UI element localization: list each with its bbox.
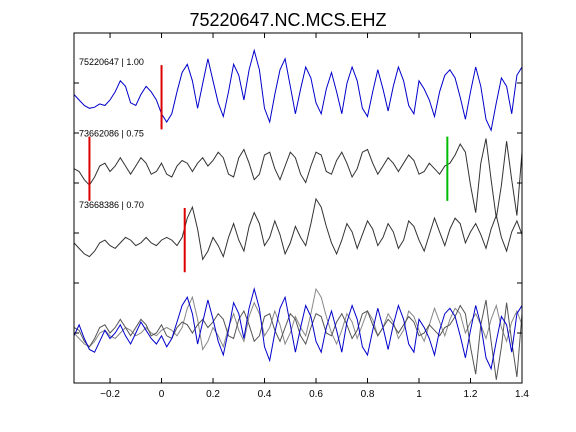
- traces-layer: [74, 48, 522, 380]
- chart-title: 75220647.NC.MCS.EHZ: [189, 10, 386, 30]
- trace-label-2: 73668386 | 0.70: [79, 200, 144, 210]
- overlay-line-2: [74, 287, 522, 371]
- x-tick-label-4: 0.6: [309, 389, 323, 400]
- x-tick-label-1: 0: [159, 389, 165, 400]
- x-tick-label-5: 0.8: [361, 389, 375, 400]
- trace-line-2: [74, 197, 522, 261]
- axis-ticks: −0.2 0 0.2 0.4 0.6 0.8 1 1.2 1.4: [74, 32, 529, 400]
- x-tick-label-7: 1.2: [464, 389, 478, 400]
- x-tick-label-2: 0.2: [206, 389, 220, 400]
- x-tick-label-0: −0.2: [100, 389, 120, 400]
- picks-layer: [88, 65, 449, 273]
- x-tick-label-3: 0.4: [258, 389, 272, 400]
- trace-label-0: 75220647 | 1.00: [79, 57, 144, 67]
- overlay-line-1: [74, 299, 522, 380]
- trace-labels: 75220647 | 1.00 73662086 | 0.75 73668386 |…: [79, 57, 144, 210]
- plot-frame: [73, 32, 523, 384]
- x-tick-label-6: 1: [416, 389, 422, 400]
- x-tick-label-8: 1.4: [515, 389, 529, 400]
- trace-label-1: 73662086 | 0.75: [79, 129, 144, 139]
- trace-line-0: [74, 48, 522, 132]
